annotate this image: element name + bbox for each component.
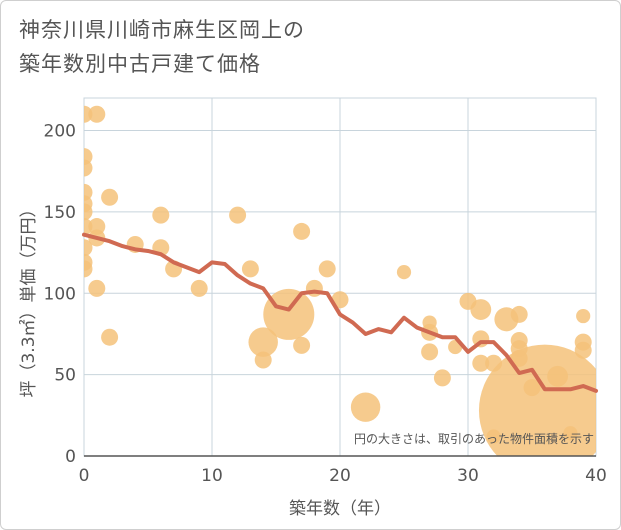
bubble-point [563, 426, 578, 441]
bubble-point [254, 351, 272, 369]
chart-title-line-2: 築年数別中古戸建て価格 [19, 52, 261, 76]
x-axis-title: 築年数（年） [289, 499, 391, 519]
x-tick-label: 30 [457, 466, 479, 486]
bubble-point [88, 105, 106, 123]
x-tick-labels: 0 10 20 30 40 [79, 466, 607, 486]
bubble-point [510, 305, 528, 323]
bubble-layer [84, 105, 596, 456]
bubble-point [293, 336, 311, 354]
bubble-point [433, 369, 451, 387]
bubble-point [421, 343, 439, 361]
x-tick-label: 40 [585, 466, 607, 486]
bubble-point [84, 203, 93, 221]
x-tick-label: 20 [329, 466, 351, 486]
bubble-point [101, 188, 119, 206]
x-tick-label: 10 [201, 466, 223, 486]
bubble-point [248, 327, 278, 357]
bubble-point [229, 206, 247, 224]
bubble-point [84, 159, 93, 177]
chart-title: 神奈川県川崎市麻生区岡上の 築年数別中古戸建て価格 [19, 13, 305, 81]
bubble-point [576, 308, 591, 324]
y-axis-title: 坪（3.3㎡）単価（万円） [19, 200, 39, 397]
grid-lines [84, 98, 596, 456]
bubble-point [84, 260, 93, 278]
trend-line [82, 232, 598, 393]
bubble-point [190, 279, 208, 297]
bubble-point [88, 279, 106, 297]
size-note: 円の大きさは、取引のあった物件面積を示す [354, 431, 594, 446]
bubble-point [547, 365, 569, 387]
bubble-point [101, 328, 119, 346]
chart-title-line-1: 神奈川県川崎市麻生区岡上の [19, 18, 305, 42]
y-tick-label: 150 [44, 203, 76, 223]
y-tick-label: 200 [44, 122, 76, 142]
y-tick-labels: 0 50 100 150 200 [44, 122, 76, 467]
x-tick-label: 0 [79, 466, 90, 486]
bubble-point [470, 299, 492, 320]
bubble-point [350, 392, 381, 422]
bubble-point [293, 222, 311, 240]
y-tick-label: 50 [54, 366, 76, 386]
bubble-point [241, 260, 259, 278]
bubble-point [396, 265, 412, 280]
bubble-point [318, 260, 336, 278]
bubble-point [472, 354, 490, 372]
y-tick-label: 0 [65, 447, 76, 467]
bubble-point [152, 206, 170, 224]
bubble-point [574, 341, 592, 359]
bubble-point [263, 288, 315, 340]
y-tick-label: 100 [44, 284, 76, 304]
